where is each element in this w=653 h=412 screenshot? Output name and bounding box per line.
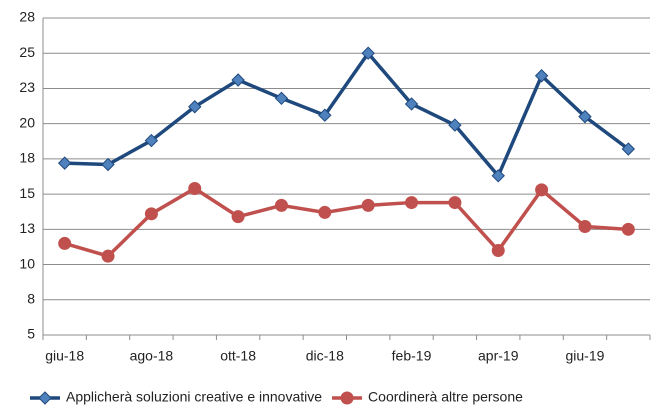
marker [534,69,549,83]
x-tick-label: giu-19 [566,348,605,364]
marker [621,142,636,156]
marker [535,183,549,197]
y-tick-label: 25 [19,44,35,60]
marker [340,391,354,405]
marker [491,243,505,257]
marker [621,222,635,236]
y-tick-label: 13 [19,220,35,236]
y-tick-label: 8 [27,290,35,306]
y-tick-label: 28 [19,9,35,25]
y-tick-label: 10 [19,255,35,271]
marker [101,157,115,172]
marker [144,133,159,148]
marker [405,196,419,210]
marker [274,198,288,212]
legend-label: Applicherà soluzioni creative e innovati… [66,389,322,405]
marker [448,196,462,210]
x-tick-label: apr-19 [478,348,519,364]
marker [38,391,52,405]
marker [578,109,592,124]
marker [578,220,592,234]
marker [274,91,289,106]
x-tick-label: giu-18 [45,348,84,364]
series-line [64,50,630,180]
marker [188,100,202,114]
marker [188,181,202,195]
marker [231,210,245,224]
y-tick-label: 18 [19,150,35,166]
marker [318,205,332,219]
series-line [64,186,629,259]
marker [318,108,332,122]
marker [404,97,419,111]
x-tick-label: ago-18 [130,348,174,364]
marker [57,156,72,170]
marker [448,118,462,132]
y-tick-label: 20 [19,114,35,130]
x-tick-label: ott-18 [220,348,256,364]
marker [361,46,375,60]
marker [101,249,115,263]
marker [58,236,72,250]
y-tick-label: 23 [19,79,35,95]
x-tick-label: feb-19 [392,348,432,364]
marker [491,169,505,183]
y-tick-label: 5 [27,326,35,342]
marker [231,73,245,87]
x-tick-label: dic-18 [306,348,344,364]
legend-label: Coordinerà altre persone [368,389,523,405]
marker [361,198,375,212]
y-tick-label: 15 [19,185,35,201]
marker [144,207,158,221]
